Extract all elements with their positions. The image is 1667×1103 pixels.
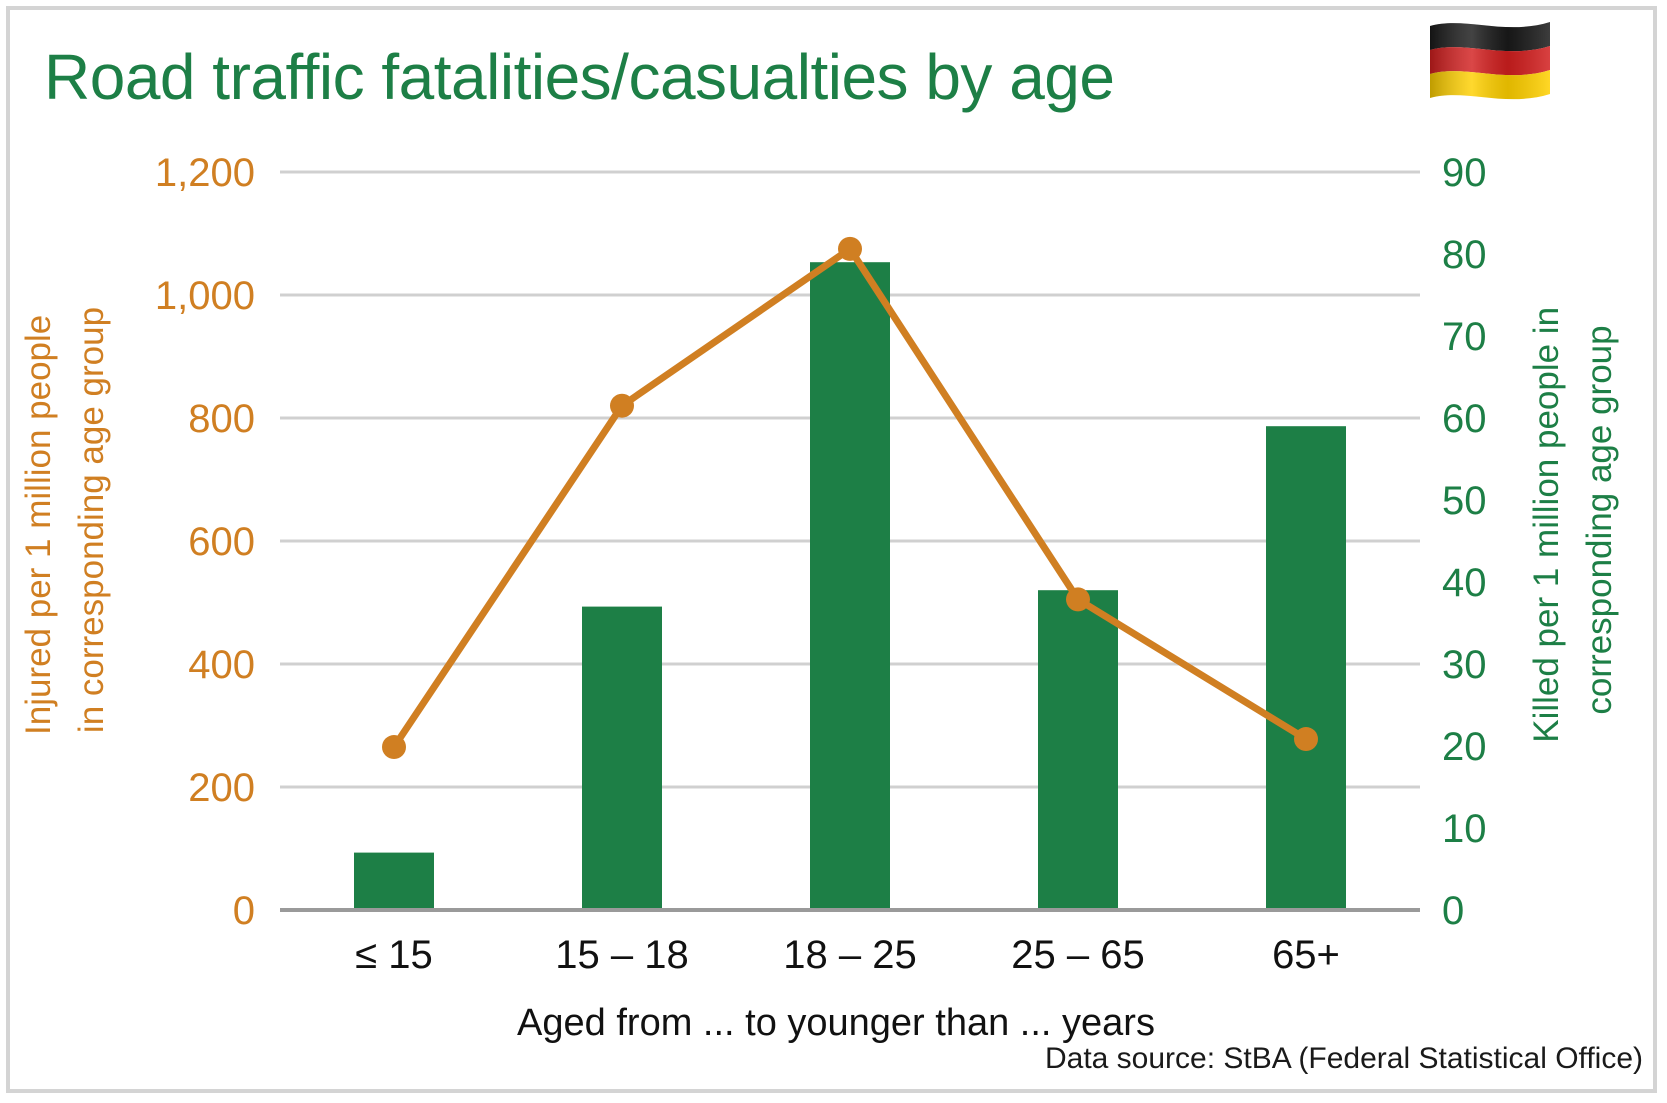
left-tick-label: 200	[188, 766, 255, 810]
left-axis-label-line-1: Injured per 1 million people	[19, 315, 58, 735]
x-tick-label: 15 – 18	[555, 933, 688, 977]
point-injured	[1294, 727, 1318, 752]
x-tick-label: 18 – 25	[783, 933, 916, 977]
x-axis-label: Aged from ... to younger than ... years	[517, 1002, 1155, 1044]
x-tick-label: 65+	[1272, 933, 1340, 977]
bar-killed	[582, 606, 662, 910]
left-tick-label: 1,200	[155, 151, 255, 195]
right-tick-label: 60	[1442, 397, 1487, 441]
right-tick-label: 90	[1442, 151, 1487, 195]
german-flag-icon	[1430, 22, 1550, 100]
right-axis-label: Killed per 1 million people in correspon…	[1527, 297, 1619, 743]
left-axis-label: Injured per 1 million people in correspo…	[19, 305, 111, 735]
right-tick-label: 30	[1442, 643, 1487, 687]
bar-killed	[1266, 426, 1346, 910]
left-tick-label: 800	[188, 397, 255, 441]
x-tick-label: 25 – 65	[1011, 933, 1144, 977]
left-tick-label: 1,000	[155, 274, 255, 318]
right-tick-label: 0	[1442, 889, 1464, 933]
left-tick-label: 0	[233, 889, 255, 933]
right-tick-label: 20	[1442, 725, 1487, 769]
right-tick-label: 70	[1442, 315, 1487, 359]
right-tick-label: 80	[1442, 233, 1487, 277]
point-injured	[610, 393, 634, 418]
right-tick-label: 50	[1442, 479, 1487, 523]
point-injured	[382, 735, 406, 760]
point-injured	[838, 236, 862, 261]
right-axis-label-line-1: Killed per 1 million people in	[1527, 307, 1566, 743]
right-tick-label: 10	[1442, 807, 1487, 851]
bar-killed	[810, 262, 890, 910]
chart-title: Road traffic fatalities/casualties by ag…	[44, 41, 1115, 113]
data-source-note: Data source: StBA (Federal Statistical O…	[1044, 1042, 1643, 1075]
left-tick-label: 400	[188, 643, 255, 687]
point-injured	[1066, 587, 1090, 612]
left-axis-label-line-2: in corresponding age group	[72, 307, 111, 733]
bar-killed	[1038, 590, 1118, 910]
left-tick-label: 600	[188, 520, 255, 564]
right-axis-label-line-2: corresponding age group	[1580, 325, 1619, 714]
bar-killed	[354, 852, 434, 910]
x-tick-label: ≤ 15	[355, 933, 433, 977]
right-tick-label: 40	[1442, 561, 1487, 605]
